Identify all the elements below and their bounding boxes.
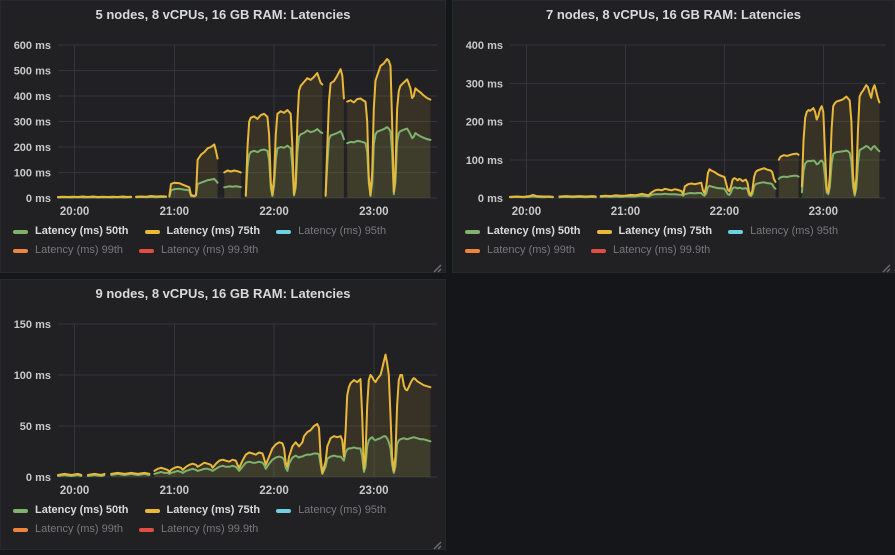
legend-swatch-icon: [465, 230, 480, 234]
x-tick-label: 21:00: [611, 206, 640, 218]
legend-item[interactable]: Latency (ms) 50th: [465, 225, 581, 238]
panel-9-nodes-latencies: 9 nodes, 8 vCPUs, 16 GB RAM: Latencies 0…: [0, 279, 446, 550]
y-tick-label: 0 ms: [26, 472, 51, 484]
panel-7-nodes-latencies: 7 nodes, 8 vCPUs, 16 GB RAM: Latencies 0…: [452, 0, 895, 273]
legend-label: Latency (ms) 50th: [35, 504, 129, 517]
legend-swatch-icon: [597, 230, 612, 234]
y-tick-label: 100 ms: [14, 370, 51, 382]
y-tick-label: 0 ms: [478, 193, 503, 205]
y-tick-label: 100 ms: [466, 155, 503, 167]
legend-label: Latency (ms) 99.9th: [613, 244, 710, 257]
legend-swatch-icon: [145, 509, 160, 513]
legend-swatch-icon: [13, 509, 28, 513]
legend-item[interactable]: Latency (ms) 50th: [13, 225, 129, 238]
legend-swatch-icon: [591, 249, 606, 253]
legend-label: Latency (ms) 50th: [35, 225, 129, 238]
legend-swatch-icon: [139, 249, 154, 253]
legend-swatch-icon: [728, 230, 743, 234]
legend-item[interactable]: Latency (ms) 95th: [276, 504, 386, 517]
panel-title[interactable]: 9 nodes, 8 vCPUs, 16 GB RAM: Latencies: [1, 286, 445, 301]
legend-label: Latency (ms) 95th: [298, 504, 386, 517]
panel-5-nodes-latencies: 5 nodes, 8 vCPUs, 16 GB RAM: Latencies 0…: [0, 0, 446, 273]
legend-label: Latency (ms) 99.9th: [161, 244, 258, 257]
legend-label: Latency (ms) 75th: [619, 225, 713, 238]
x-tick-label: 21:00: [160, 485, 189, 497]
legend-label: Latency (ms) 50th: [487, 225, 581, 238]
y-tick-label: 200 ms: [14, 142, 51, 154]
legend-item[interactable]: Latency (ms) 95th: [276, 225, 386, 238]
legend-label: Latency (ms) 95th: [298, 225, 386, 238]
legend-label: Latency (ms) 99th: [487, 244, 575, 257]
legend-label: Latency (ms) 75th: [167, 225, 261, 238]
legend: Latency (ms) 50th Latency (ms) 75th Latenc…: [13, 225, 439, 263]
x-tick-label: 20:00: [60, 206, 89, 218]
y-tick-label: 300 ms: [466, 78, 503, 90]
panel-title[interactable]: 7 nodes, 8 vCPUs, 16 GB RAM: Latencies: [453, 7, 894, 22]
y-tick-label: 600 ms: [14, 40, 51, 52]
legend-item[interactable]: Latency (ms) 99.9th: [139, 244, 258, 257]
legend-swatch-icon: [465, 249, 480, 253]
legend-label: Latency (ms) 99th: [35, 244, 123, 257]
legend-label: Latency (ms) 75th: [167, 504, 261, 517]
panel-resize-handle[interactable]: [882, 260, 891, 269]
legend-label: Latency (ms) 95th: [750, 225, 838, 238]
legend: Latency (ms) 50th Latency (ms) 75th Latenc…: [13, 504, 439, 542]
legend-item[interactable]: Latency (ms) 75th: [597, 225, 713, 238]
legend-swatch-icon: [13, 528, 28, 532]
legend-label: Latency (ms) 99.9th: [161, 523, 258, 536]
legend: Latency (ms) 50th Latency (ms) 75th Latenc…: [465, 225, 888, 263]
series-line: [111, 473, 149, 474]
y-tick-label: 400 ms: [14, 91, 51, 103]
x-tick-label: 20:00: [60, 485, 89, 497]
y-tick-label: 100 ms: [14, 168, 51, 180]
legend-item[interactable]: Latency (ms) 75th: [145, 504, 261, 517]
panel-title[interactable]: 5 nodes, 8 vCPUs, 16 GB RAM: Latencies: [1, 7, 445, 22]
panel-resize-handle[interactable]: [433, 537, 442, 546]
series-area: [224, 171, 241, 199]
legend-swatch-icon: [145, 230, 160, 234]
x-tick-label: 22:00: [710, 206, 739, 218]
legend-item[interactable]: Latency (ms) 99.9th: [139, 523, 258, 536]
x-tick-label: 21:00: [160, 206, 189, 218]
series-line: [111, 474, 149, 475]
legend-swatch-icon: [276, 509, 291, 513]
x-tick-label: 22:00: [259, 206, 288, 218]
legend-label: Latency (ms) 99th: [35, 523, 123, 536]
y-tick-label: 400 ms: [466, 40, 503, 52]
legend-item[interactable]: Latency (ms) 99th: [13, 244, 123, 257]
y-tick-label: 0 ms: [26, 193, 51, 205]
x-tick-label: 23:00: [359, 485, 388, 497]
legend-swatch-icon: [139, 528, 154, 532]
legend-item[interactable]: Latency (ms) 99th: [465, 244, 575, 257]
legend-swatch-icon: [276, 230, 291, 234]
series-area: [246, 73, 322, 198]
legend-swatch-icon: [13, 230, 28, 234]
x-tick-label: 22:00: [259, 485, 288, 497]
series-area: [802, 85, 880, 198]
legend-item[interactable]: Latency (ms) 99.9th: [591, 244, 710, 257]
legend-item[interactable]: Latency (ms) 75th: [145, 225, 261, 238]
series-line: [224, 186, 241, 187]
series-line: [58, 197, 131, 198]
series-line: [136, 196, 166, 197]
series-line: [58, 474, 81, 475]
legend-item[interactable]: Latency (ms) 95th: [728, 225, 838, 238]
panel-resize-handle[interactable]: [433, 260, 442, 269]
legend-swatch-icon: [13, 249, 28, 253]
y-tick-label: 500 ms: [14, 66, 51, 78]
y-tick-label: 150 ms: [14, 319, 51, 331]
legend-item[interactable]: Latency (ms) 50th: [13, 504, 129, 517]
legend-item[interactable]: Latency (ms) 99th: [13, 523, 123, 536]
x-tick-label: 20:00: [512, 206, 541, 218]
y-tick-label: 50 ms: [20, 421, 51, 433]
x-tick-label: 23:00: [359, 206, 388, 218]
y-tick-label: 200 ms: [466, 117, 503, 129]
series-line: [88, 474, 105, 475]
x-tick-label: 23:00: [809, 206, 838, 218]
y-tick-label: 300 ms: [14, 117, 51, 129]
